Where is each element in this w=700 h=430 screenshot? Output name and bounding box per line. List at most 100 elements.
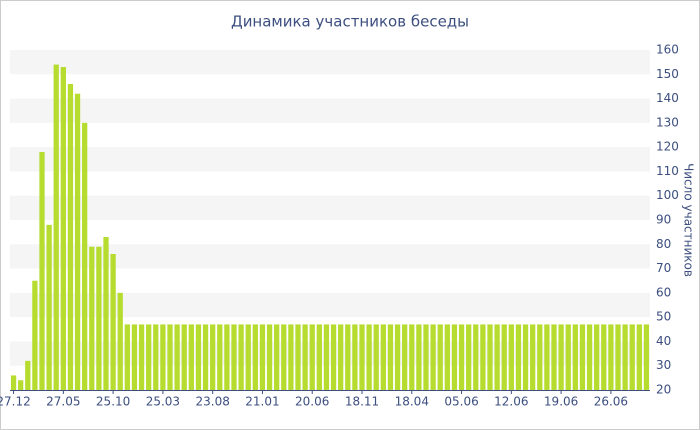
bar xyxy=(110,254,116,390)
bar xyxy=(103,237,109,390)
grid-band xyxy=(10,147,650,172)
bar xyxy=(217,324,223,390)
bar xyxy=(615,324,621,390)
y-tick-label: 40 xyxy=(656,334,671,348)
bar xyxy=(74,93,81,390)
y-tick-label: 30 xyxy=(656,358,671,372)
bar xyxy=(608,324,614,390)
y-tick-label: 90 xyxy=(656,213,671,227)
bar xyxy=(409,324,415,390)
y-tick-label: 100 xyxy=(656,188,679,202)
bar xyxy=(515,324,522,390)
bar xyxy=(67,84,74,390)
bar xyxy=(430,324,436,390)
bar xyxy=(338,324,344,390)
x-tick-label: 12.06 xyxy=(494,395,528,409)
bar xyxy=(565,324,571,390)
bar xyxy=(195,324,202,390)
bar xyxy=(10,375,17,390)
bar xyxy=(473,324,479,390)
bar xyxy=(579,324,586,390)
grid-band xyxy=(10,292,650,318)
bar xyxy=(387,324,394,390)
bar xyxy=(82,122,88,390)
grid-band xyxy=(10,98,650,123)
bar xyxy=(288,324,294,390)
bar xyxy=(167,324,173,390)
bar xyxy=(238,324,244,390)
bar xyxy=(295,324,301,390)
bar xyxy=(309,324,315,390)
bar xyxy=(153,324,159,390)
grid-band xyxy=(10,50,650,75)
grid-band xyxy=(10,195,650,220)
y-tick-label: 140 xyxy=(656,91,679,105)
y-tick-label: 150 xyxy=(656,67,679,81)
bar xyxy=(501,324,507,390)
bar xyxy=(622,324,628,390)
y-tick-label: 60 xyxy=(656,285,671,299)
y-tick-label: 120 xyxy=(656,140,679,154)
x-tick-label: 18.11 xyxy=(345,395,379,409)
bar xyxy=(402,324,408,390)
bar xyxy=(601,324,607,390)
x-tick-label: 19.06 xyxy=(544,395,578,409)
y-tick-label: 80 xyxy=(656,237,671,251)
bar xyxy=(245,324,251,390)
bar xyxy=(323,324,330,390)
bar xyxy=(316,324,322,390)
bar xyxy=(188,324,194,390)
bar xyxy=(458,324,465,390)
x-tick-label: 27.12 xyxy=(0,395,31,409)
bar xyxy=(32,280,38,390)
bar xyxy=(530,324,536,390)
bar xyxy=(416,324,422,390)
bar xyxy=(131,324,138,390)
bar xyxy=(18,380,24,390)
bar xyxy=(345,324,351,390)
bar xyxy=(366,324,372,390)
bar xyxy=(117,292,123,390)
bar xyxy=(594,324,600,390)
bar xyxy=(629,324,635,390)
y-tick-label: 110 xyxy=(656,164,679,178)
bar xyxy=(231,324,237,390)
bar xyxy=(259,324,266,390)
bar xyxy=(508,324,514,390)
bar xyxy=(643,324,650,390)
y-tick-label: 50 xyxy=(656,310,671,324)
bar xyxy=(423,324,429,390)
bar xyxy=(373,324,379,390)
y-tick-label: 70 xyxy=(656,261,671,275)
bar xyxy=(281,324,287,390)
bar xyxy=(586,324,593,390)
bar xyxy=(138,324,145,390)
x-tick-label: 18.04 xyxy=(395,395,429,409)
bar xyxy=(25,360,31,390)
bar xyxy=(210,324,216,390)
bar xyxy=(352,324,358,390)
bar xyxy=(636,324,642,390)
x-tick-label: 25.10 xyxy=(96,395,130,409)
y-tick-label: 160 xyxy=(656,43,679,57)
y-axis-label: Число участников xyxy=(682,163,696,277)
bar xyxy=(124,324,130,390)
bar xyxy=(537,324,543,390)
bar xyxy=(39,152,45,390)
bar xyxy=(89,246,95,390)
bar xyxy=(160,324,166,390)
x-tick-label: 20.06 xyxy=(295,395,329,409)
bar xyxy=(330,324,337,390)
grid-band xyxy=(10,244,650,269)
chart-title: Динамика участников беседы xyxy=(231,13,469,31)
bar xyxy=(437,324,443,390)
bar xyxy=(96,246,102,390)
bar xyxy=(224,324,230,390)
bar xyxy=(202,324,209,390)
bar xyxy=(53,64,59,391)
bar xyxy=(572,324,578,390)
bar xyxy=(522,324,529,390)
bar xyxy=(487,324,493,390)
bar xyxy=(274,324,280,390)
